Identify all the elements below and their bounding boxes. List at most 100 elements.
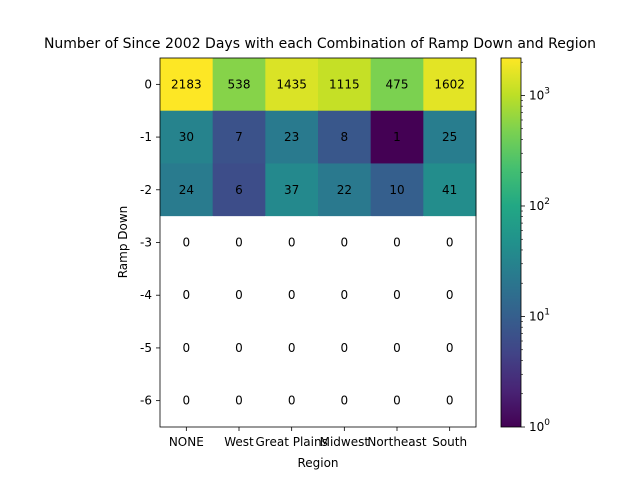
cell-value-label: 0 [183,341,191,355]
colorbar-gradient [500,57,522,428]
heatmap-cell [423,163,477,217]
y-axis-label: Ramp Down [116,206,130,279]
cell-value-label: 0 [446,341,454,355]
cell-value-label: 0 [393,394,401,408]
cell-value-label: 0 [446,236,454,250]
colorbar-tick-label: 103 [529,86,550,102]
x-tick-label: West [224,435,254,449]
x-tick-label: South [432,435,467,449]
cell-value-label: 0 [183,394,191,408]
heatmap-cell [423,216,477,270]
heatmap-cell [370,163,424,217]
heatmap-cell [318,321,372,375]
heatmap-cell [212,321,266,375]
cell-value-label: 0 [446,288,454,302]
cell-value-label: 30 [179,130,194,144]
heatmap-cell [370,374,424,428]
cell-value-label: 0 [183,288,191,302]
heatmap-cell [265,216,319,270]
heatmap-cell [318,268,372,323]
heatmap-cell [318,110,372,164]
cell-value-label: 0 [341,288,349,302]
cell-value-label: 1115 [329,77,360,91]
heatmap-cell [265,268,319,323]
colorbar-tick-label: 101 [529,307,550,323]
cell-value-label: 7 [235,130,243,144]
cell-value-label: 0 [393,288,401,302]
y-tick-label: -4 [140,288,152,302]
cell-value-label: 0 [288,394,296,408]
heatmap-cell [212,374,266,428]
heatmap-cell [265,374,319,428]
heatmap-cell [160,268,214,323]
colorbar: 100 101 102 103 [500,57,550,434]
heatmap-cell [370,58,424,112]
heatmap-cell [265,163,319,217]
cell-value-label: 8 [341,130,349,144]
cell-labels: 2183 538 1435 1115 475 1602 30 7 23 8 1 25 24 6 37 22 10… [171,77,465,407]
heatmap-cell [265,321,319,375]
cell-value-label: 41 [442,183,457,197]
cell-value-label: 0 [393,341,401,355]
heatmap-cell [318,58,372,112]
heatmap-cell [318,216,372,270]
cell-value-label: 0 [288,288,296,302]
cell-value-label: 0 [341,394,349,408]
colorbar-tick-label: 100 [529,418,550,434]
cell-value-label: 0 [341,236,349,250]
cell-value-label: 2183 [171,77,202,91]
cell-value-label: 37 [284,183,299,197]
cell-value-label: 0 [235,288,243,302]
cell-value-label: 0 [288,341,296,355]
x-tick-label: Midwest [320,435,370,449]
y-tick-label: -1 [140,130,152,144]
heatmap-cell [212,268,266,323]
cell-value-label: 24 [179,183,194,197]
cell-value-label: 0 [446,394,454,408]
heatmap-cell [318,374,372,428]
cell-value-label: 10 [389,183,404,197]
colorbar-tick-label: 102 [529,197,550,213]
cell-value-label: 1435 [276,77,307,91]
cell-value-label: 0 [235,341,243,355]
cell-value-label: 0 [235,394,243,408]
cell-value-label: 538 [228,77,251,91]
cell-value-label: 475 [386,77,409,91]
x-tick-label: Great Plains [255,435,327,449]
cell-value-label: 0 [235,236,243,250]
heatmap-cell [160,321,214,375]
heatmap-cell [212,216,266,270]
heatmap-cell [423,110,477,164]
colorbar-ticks: 100 101 102 103 [521,61,550,434]
heatmap-cell [423,268,477,323]
heatmap-cell [160,163,214,217]
cell-value-label: 1602 [434,77,465,91]
heatmap-cell [160,110,214,164]
y-axis: 0 -1 -2 -3 -4 -5 -6 [140,77,160,408]
cell-value-label: 6 [235,183,243,197]
cell-value-label: 22 [337,183,352,197]
heatmap-cell [423,58,477,112]
heatmap-cell [265,110,319,164]
heatmap-cell [212,58,266,112]
heatmap-cell [370,110,424,164]
cell-value-label: 0 [183,236,191,250]
heatmap-cell [370,321,424,375]
y-tick-label: -5 [140,341,152,355]
cell-value-label: 25 [442,130,457,144]
cell-value-label: 0 [393,236,401,250]
heatmap-cell [423,374,477,428]
chart-title: Number of Since 2002 Days with each Comb… [44,36,596,52]
heatmap-cell [160,374,214,428]
heatmap-cell [370,268,424,323]
x-tick-label: Northeast [367,435,427,449]
cell-value-label: 23 [284,130,299,144]
heatmap-cell [265,58,319,112]
heatmap-cells [160,58,477,428]
y-tick-label: -6 [140,394,152,408]
x-tick-label: NONE [169,435,204,449]
cell-value-label: 1 [393,130,401,144]
heatmap-cell [318,163,372,217]
